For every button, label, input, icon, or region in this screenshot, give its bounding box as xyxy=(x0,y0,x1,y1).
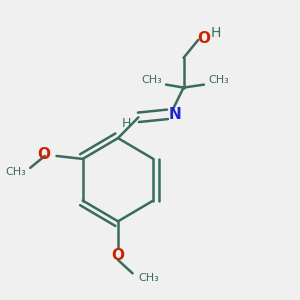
Text: CH₃: CH₃ xyxy=(5,167,26,177)
Text: O: O xyxy=(38,147,51,162)
Text: O: O xyxy=(112,248,124,263)
Text: CH₃: CH₃ xyxy=(141,75,162,85)
Text: H: H xyxy=(122,117,131,130)
Text: CH₃: CH₃ xyxy=(208,75,229,85)
Text: N: N xyxy=(168,107,181,122)
Text: CH₃: CH₃ xyxy=(138,273,159,283)
Text: O: O xyxy=(197,31,210,46)
Text: H: H xyxy=(210,26,221,40)
